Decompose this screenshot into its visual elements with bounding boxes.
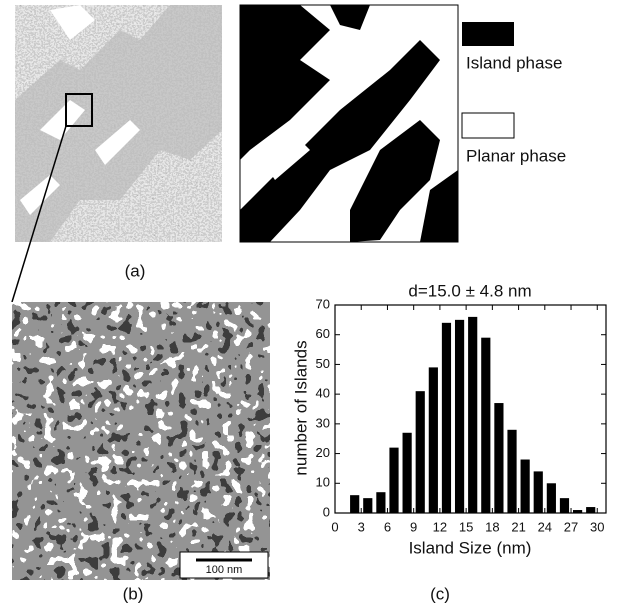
stm-image [11,4,223,303]
bar [376,492,386,513]
y-tick-label: 50 [316,356,330,371]
y-tick-label: 30 [316,415,330,430]
bar [454,319,465,513]
bar [389,447,399,513]
x-tick-label: 30 [590,519,604,534]
bar [559,498,570,513]
y-tick-label: 0 [323,504,330,519]
y-axis-label: number of Islands [291,340,310,475]
bar [350,495,360,513]
x-tick-label: 6 [384,519,391,534]
x-tick-label: 15 [459,519,473,534]
bar [533,471,543,513]
y-tick-label: 20 [316,445,330,460]
sem-image [11,301,271,581]
bar [546,483,556,513]
bar [428,367,438,513]
bar [494,403,504,513]
y-tick-label: 10 [316,475,330,490]
x-tick-label: 0 [331,519,338,534]
x-tick-label: 21 [511,519,525,534]
x-tick-label: 9 [410,519,417,534]
bar [507,429,517,513]
legend-swatch-planar [461,112,515,139]
scale-bar-label: 100 nm [206,564,243,576]
plot-frame [334,304,607,514]
bar [520,459,530,513]
legend-label: Island phase [466,53,562,72]
bar [363,498,373,513]
legend-swatch-island [462,22,514,46]
panel-label: (a) [125,261,146,280]
bar [481,337,491,513]
y-tick-label: 70 [316,296,330,311]
x-tick-label: 27 [564,519,578,534]
panel-label: (c) [430,584,450,603]
bar [586,507,596,513]
panel-label: (b) [123,584,144,603]
y-tick-label: 60 [316,326,330,341]
legend-label: Planar phase [466,146,566,165]
bar [402,432,412,513]
chart-title: d=15.0 ± 4.8 nm [408,281,531,300]
bar [415,391,425,513]
bar [441,322,452,513]
x-tick-label: 12 [433,519,447,534]
x-tick-label: 18 [485,519,499,534]
x-tick-label: 3 [358,519,365,534]
phase-map [239,4,459,243]
x-tick-label: 24 [538,519,552,534]
bar [572,510,583,513]
x-axis-label: Island Size (nm) [409,538,532,557]
y-tick-label: 40 [316,386,330,401]
bar [468,316,478,513]
